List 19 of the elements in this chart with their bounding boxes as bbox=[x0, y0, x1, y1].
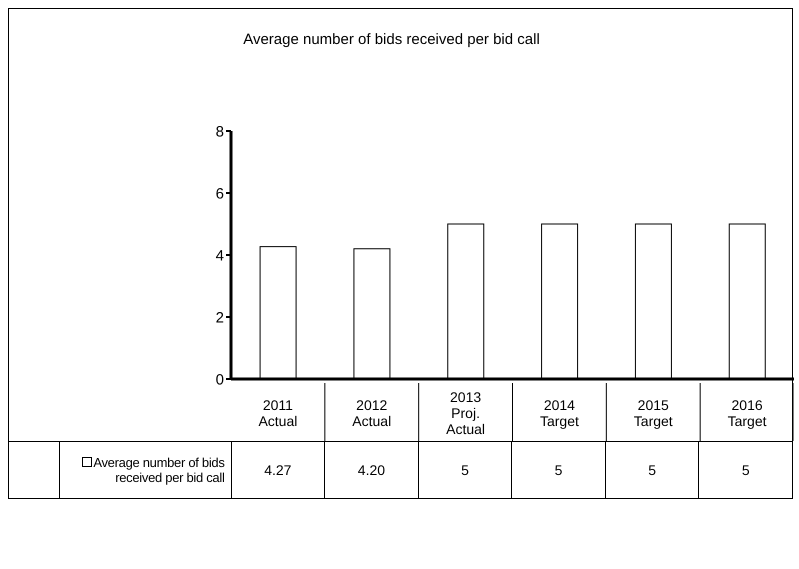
data-label: 5 bbox=[418, 442, 512, 498]
legend-label: Average number of bids received per bid call bbox=[92, 455, 225, 485]
data-label: 5 bbox=[698, 442, 792, 498]
chart-title: Average number of bids received per bid call bbox=[242, 31, 541, 48]
x-tick-label: 2016 Target bbox=[728, 397, 767, 429]
x-tick-label: 2015 Target bbox=[634, 397, 673, 429]
data-label: 5 bbox=[511, 442, 605, 498]
y-tick-label: 6 bbox=[216, 185, 224, 202]
data-label: 4.20 bbox=[324, 442, 418, 498]
data-label: 4.27 bbox=[230, 442, 324, 498]
y-tick-label: 2 bbox=[216, 309, 224, 326]
x-tick-label: 2012 Actual bbox=[352, 397, 392, 429]
x-tick-label: 2014 Target bbox=[540, 397, 579, 429]
data-label: 5 bbox=[604, 442, 698, 498]
x-tick-label: 2011 Actual bbox=[258, 397, 298, 429]
y-tick-label: 8 bbox=[216, 123, 224, 140]
y-tick-label: 4 bbox=[216, 247, 224, 264]
x-tick-label: 2013 Proj. Actual bbox=[446, 389, 486, 437]
y-tick-label: 0 bbox=[216, 371, 224, 388]
